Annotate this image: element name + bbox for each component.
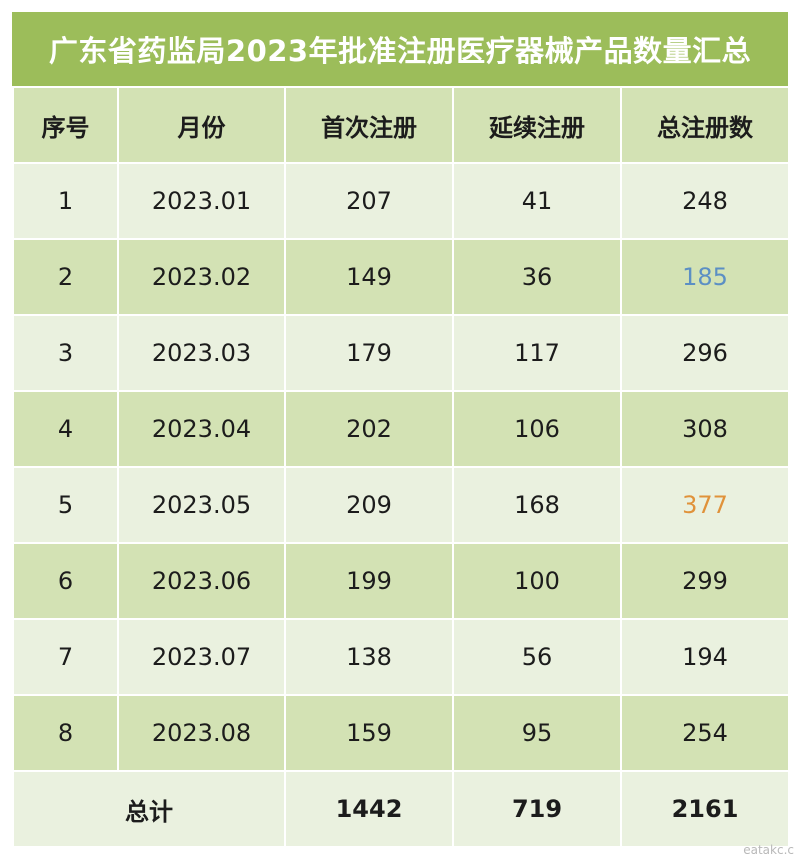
cell-month: 2023.03 — [117, 314, 286, 392]
summary-first: 1442 — [284, 770, 454, 848]
col-header-renewal-registration: 延续注册 — [452, 86, 622, 164]
col-header-total-registration: 总注册数 — [620, 86, 790, 164]
summary-label: 总计 — [12, 770, 286, 848]
cell-total: 248 — [620, 162, 790, 240]
cell-index: 5 — [12, 466, 119, 544]
cell-month: 2023.04 — [117, 390, 286, 468]
cell-renew: 106 — [452, 390, 622, 468]
cell-total: 296 — [620, 314, 790, 392]
col-header-index: 序号 — [12, 86, 119, 164]
summary-total: 2161 — [620, 770, 790, 848]
cell-index: 6 — [12, 542, 119, 620]
cell-renew: 56 — [452, 618, 622, 696]
watermark-text: eatakc.c — [743, 843, 794, 857]
cell-renew: 95 — [452, 694, 622, 772]
cell-renew: 100 — [452, 542, 622, 620]
col-header-month: 月份 — [117, 86, 286, 164]
cell-month: 2023.06 — [117, 542, 286, 620]
cell-total: 254 — [620, 694, 790, 772]
cell-first: 149 — [284, 238, 454, 316]
cell-total-min-highlight: 185 — [620, 238, 790, 316]
table-row: 2 2023.02 149 36 185 — [12, 238, 790, 316]
cell-renew: 168 — [452, 466, 622, 544]
col-header-first-registration: 首次注册 — [284, 86, 454, 164]
table-row: 1 2023.01 207 41 248 — [12, 162, 790, 240]
table-row: 3 2023.03 179 117 296 — [12, 314, 790, 392]
cell-first: 199 — [284, 542, 454, 620]
cell-first: 159 — [284, 694, 454, 772]
cell-index: 4 — [12, 390, 119, 468]
header-row: 序号 月份 首次注册 延续注册 总注册数 — [12, 86, 790, 164]
table-row: 4 2023.04 202 106 308 — [12, 390, 790, 468]
cell-month: 2023.05 — [117, 466, 286, 544]
summary-row: 总计 1442 719 2161 — [12, 770, 790, 848]
summary-table-card: 广东省药监局2023年批准注册医疗器械产品数量汇总 序号 月份 首次注册 延续注… — [12, 12, 790, 848]
cell-month: 2023.02 — [117, 238, 286, 316]
cell-first: 179 — [284, 314, 454, 392]
table-row: 7 2023.07 138 56 194 — [12, 618, 790, 696]
table-row: 6 2023.06 199 100 299 — [12, 542, 790, 620]
cell-first: 138 — [284, 618, 454, 696]
cell-index: 1 — [12, 162, 119, 240]
table-title: 广东省药监局2023年批准注册医疗器械产品数量汇总 — [12, 12, 788, 86]
cell-total: 194 — [620, 618, 790, 696]
cell-index: 8 — [12, 694, 119, 772]
cell-renew: 36 — [452, 238, 622, 316]
cell-first: 207 — [284, 162, 454, 240]
cell-index: 7 — [12, 618, 119, 696]
registration-table: 序号 月份 首次注册 延续注册 总注册数 1 2023.01 207 41 24… — [12, 86, 790, 848]
cell-index: 2 — [12, 238, 119, 316]
cell-month: 2023.07 — [117, 618, 286, 696]
cell-first: 209 — [284, 466, 454, 544]
cell-month: 2023.01 — [117, 162, 286, 240]
cell-first: 202 — [284, 390, 454, 468]
cell-index: 3 — [12, 314, 119, 392]
summary-renew: 719 — [452, 770, 622, 848]
cell-renew: 117 — [452, 314, 622, 392]
cell-month: 2023.08 — [117, 694, 286, 772]
cell-total: 299 — [620, 542, 790, 620]
table-row: 5 2023.05 209 168 377 — [12, 466, 790, 544]
table-row: 8 2023.08 159 95 254 — [12, 694, 790, 772]
cell-renew: 41 — [452, 162, 622, 240]
cell-total: 308 — [620, 390, 790, 468]
cell-total-max-highlight: 377 — [620, 466, 790, 544]
